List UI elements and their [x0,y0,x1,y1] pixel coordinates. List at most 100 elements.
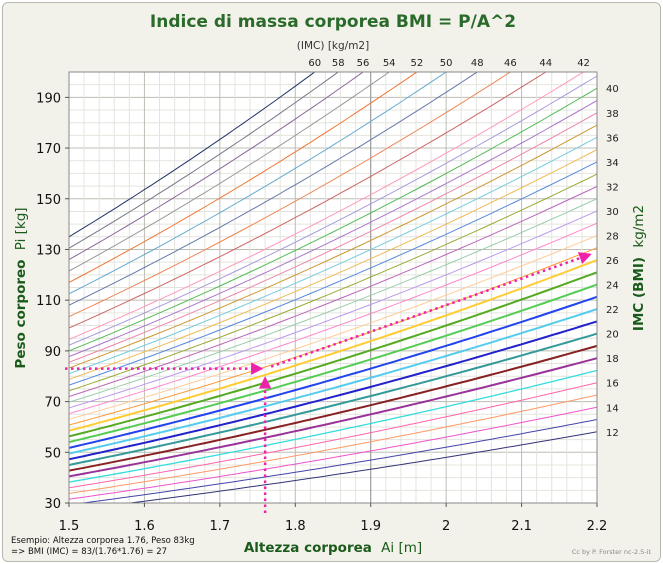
x-tick-label: 1.6 [134,519,155,534]
x-tick-label: 2.2 [587,519,608,534]
top-bmi-label: 58 [332,58,345,69]
y2-axis-label: IMC (BMI) kg/m2 [631,205,647,331]
right-bmi-label: 26 [606,256,619,267]
credit: Cc by P. Forster nc-2.5-it [572,548,652,556]
x-tick-label: 1.9 [360,519,381,534]
series-line-bmi-14 [69,406,597,500]
x-axis-label: Altezza corporea Ai [m] [244,540,422,556]
right-bmi-label: 34 [606,158,619,169]
y-tick-label: 70 [44,396,61,411]
top-bmi-label: 42 [577,58,590,69]
series-line-bmi-17 [69,369,597,483]
series-line-bmi-22 [69,308,597,455]
series-line-bmi-54 [69,72,391,272]
series-line-bmi-31 [69,198,597,403]
example-arrow-bmi [270,252,592,368]
example-line-2: => BMI (IMC) = 83/(1.76*1.76) = 27 [11,547,167,557]
example-line-1: Esempio: Altezza corporea 1.76, Peso 83k… [11,536,195,546]
series-line-bmi-15 [69,394,597,494]
y2-axis-label-unit: kg/m2 [631,205,647,248]
y-axis-label-main: Peso corporeo [13,260,29,369]
right-bmi-label: 18 [606,354,619,365]
series-line-bmi-42 [69,72,585,340]
top-bmi-label: 50 [440,58,453,69]
x-tick-label: 2 [442,519,450,534]
top-bmi-label: 44 [539,58,552,69]
series-line-bmi-37 [69,124,597,369]
series-lines [69,72,597,503]
x-axis-label-symbol: Ai [m] [381,540,422,556]
series-line-bmi-52 [69,72,418,283]
series-line-bmi-41 [69,75,597,346]
top-bmi-label: 48 [471,58,484,69]
top-bmi-label: 60 [308,58,321,69]
series-line-bmi-12 [126,431,597,503]
series-line-bmi-44 [69,72,547,329]
y2-axis-label-main: IMC (BMI) [631,257,647,331]
right-bmi-label: 28 [606,231,619,242]
y-axis-label-symbol: Pi [kg] [13,207,29,250]
series-line-bmi-33 [69,173,597,392]
y-axis-label: Peso corporeo Pi [kg] [13,207,29,368]
right-bmi-label: 20 [606,330,619,341]
right-bmi-label: 30 [606,207,619,218]
top-bmi-label: 52 [410,58,423,69]
bmi-chart: 12 14 16 18 20 22 24 26 28 30 32 34 36 38 40 42 44 46 48 50… [11,12,652,557]
series-line-bmi-21 [69,320,597,461]
series-line-bmi-58 [69,72,340,249]
series-line-bmi-18 [69,357,597,478]
x-tick-label: 2.1 [511,519,532,534]
example-annotation [65,252,592,513]
y-tick-label: 190 [36,91,61,106]
right-bmi-label: 40 [606,84,619,95]
x-tick-label: 1.8 [285,519,306,534]
series-line-bmi-46 [69,72,512,318]
series-line-bmi-60 [69,72,316,238]
right-bmi-label: 12 [606,428,619,439]
series-line-bmi-34 [69,161,597,386]
y-tick-label: 90 [44,345,61,360]
series-line-bmi-38 [69,112,597,363]
series-line-bmi-19 [69,344,597,472]
top-axis-label: (IMC) [kg/m2] [297,40,369,52]
x-axis-label-main: Altezza corporea [244,540,372,556]
series-line-bmi-35 [69,149,597,380]
right-bmi-label: 22 [606,305,619,316]
series-line-bmi-40 [69,87,597,352]
chart-title: Indice di massa corporea BMI = P/A^2 [150,12,516,32]
series-line-bmi-23 [69,295,597,449]
grid [68,71,598,504]
right-bmi-label: 24 [606,281,619,292]
series-line-bmi-30 [69,210,597,409]
series-line-bmi-16 [69,382,597,489]
top-bmi-label: 56 [357,58,370,69]
x-tick-label: 1.5 [59,519,80,534]
y-tick-label: 110 [36,294,61,309]
right-bmi-label: 14 [606,403,619,414]
series-line-bmi-13 [79,419,597,503]
series-line-bmi-56 [69,72,364,261]
top-bmi-label: 54 [383,58,396,69]
right-bmi-label: 32 [606,182,619,193]
top-bmi-label: 46 [504,58,517,69]
right-bmi-label: 38 [606,109,619,120]
series-line-bmi-29 [69,222,597,415]
series-line-bmi-24 [69,283,597,444]
y-tick-label: 50 [44,446,61,461]
plot-border [68,71,598,504]
y-tick-label: 30 [44,497,61,512]
y-tick-label: 150 [36,193,61,208]
y-tick-label: 170 [36,142,61,157]
axes: 12 14 16 18 20 22 24 26 28 30 32 34 36 38 40 42 44 46 48 50… [36,58,619,534]
series-line-bmi-50 [69,72,447,295]
series-line-bmi-28 [69,235,597,420]
series-line-bmi-39 [69,100,597,358]
right-bmi-label: 36 [606,133,619,144]
series-line-bmi-48 [69,72,479,306]
right-bmi-label: 16 [606,379,619,390]
series-line-bmi-36 [69,136,597,375]
series-line-bmi-26 [69,259,597,432]
series-line-bmi-20 [69,332,597,466]
series-line-bmi-25 [69,271,597,438]
